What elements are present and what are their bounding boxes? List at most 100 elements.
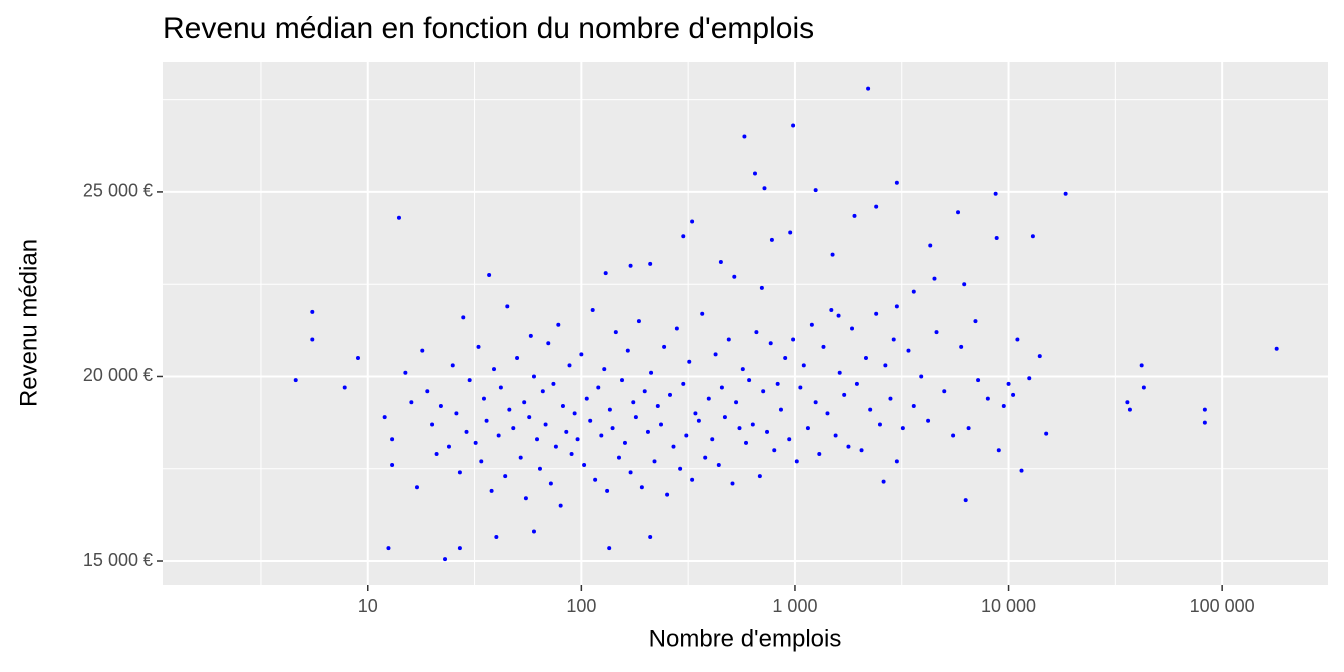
point xyxy=(1202,407,1207,412)
point xyxy=(639,485,644,490)
point xyxy=(507,407,512,412)
point xyxy=(605,488,610,493)
point xyxy=(505,304,510,309)
point xyxy=(740,367,745,372)
point xyxy=(681,381,686,386)
point xyxy=(696,418,701,423)
point xyxy=(817,451,822,456)
point xyxy=(829,308,834,313)
point xyxy=(716,463,721,468)
point xyxy=(963,498,968,503)
point xyxy=(464,429,469,434)
plot-panel xyxy=(163,62,1328,585)
point xyxy=(409,400,414,405)
point xyxy=(706,396,711,401)
point xyxy=(934,330,939,335)
point xyxy=(662,344,667,349)
point xyxy=(645,429,650,434)
point xyxy=(1030,234,1035,239)
point xyxy=(821,344,826,349)
point xyxy=(457,470,462,475)
point xyxy=(690,219,695,224)
point xyxy=(564,429,569,434)
point xyxy=(737,426,742,431)
point xyxy=(425,389,430,394)
point xyxy=(310,309,315,314)
point xyxy=(454,411,459,416)
point xyxy=(752,171,757,176)
point xyxy=(1202,420,1207,425)
point xyxy=(390,463,395,468)
x-axis-title: Nombre d'emplois xyxy=(649,625,842,652)
point xyxy=(769,237,774,242)
point xyxy=(768,341,773,346)
point xyxy=(1044,431,1049,436)
point xyxy=(390,437,395,442)
point xyxy=(531,529,536,534)
point xyxy=(403,370,408,375)
point xyxy=(310,337,315,342)
point xyxy=(891,337,896,342)
point xyxy=(496,433,501,438)
point xyxy=(951,433,956,438)
point xyxy=(522,400,527,405)
point xyxy=(622,440,627,445)
point xyxy=(863,356,868,361)
point xyxy=(700,311,705,316)
point xyxy=(775,381,780,386)
point xyxy=(558,503,563,508)
point xyxy=(628,263,633,268)
point xyxy=(911,289,916,294)
y-axis-title: Revenu médian xyxy=(15,239,42,407)
point xyxy=(636,319,641,324)
point xyxy=(434,451,439,456)
point xyxy=(492,367,497,372)
point xyxy=(932,276,937,281)
point xyxy=(457,546,462,551)
point xyxy=(801,363,806,368)
point xyxy=(874,204,879,209)
point xyxy=(813,400,818,405)
point xyxy=(985,396,990,401)
point xyxy=(703,455,708,460)
point xyxy=(719,385,724,390)
point xyxy=(556,322,561,327)
point xyxy=(531,374,536,379)
point xyxy=(633,415,638,420)
point xyxy=(671,444,676,449)
point xyxy=(788,230,793,235)
point xyxy=(881,479,886,484)
point xyxy=(503,474,508,479)
point xyxy=(1274,346,1279,351)
point xyxy=(966,426,971,431)
point xyxy=(836,313,841,318)
point xyxy=(489,488,494,493)
point xyxy=(928,243,933,248)
point xyxy=(642,389,647,394)
point xyxy=(842,392,847,397)
point xyxy=(553,444,558,449)
point xyxy=(778,407,783,412)
point xyxy=(648,535,653,540)
point xyxy=(850,326,855,331)
point xyxy=(567,363,572,368)
point xyxy=(607,407,612,412)
point xyxy=(874,311,879,316)
point xyxy=(911,403,916,408)
point xyxy=(631,400,636,405)
point xyxy=(833,433,838,438)
point xyxy=(659,422,664,427)
point xyxy=(919,374,924,379)
point xyxy=(481,396,486,401)
point xyxy=(548,481,553,486)
grid xyxy=(163,62,1328,585)
point xyxy=(386,546,391,551)
point xyxy=(494,535,499,540)
x-tick-label: 10 000 xyxy=(981,596,1036,616)
point xyxy=(602,367,607,372)
point xyxy=(551,381,556,386)
x-tick-label: 100 000 xyxy=(1190,596,1255,616)
point xyxy=(430,422,435,427)
point xyxy=(710,437,715,442)
